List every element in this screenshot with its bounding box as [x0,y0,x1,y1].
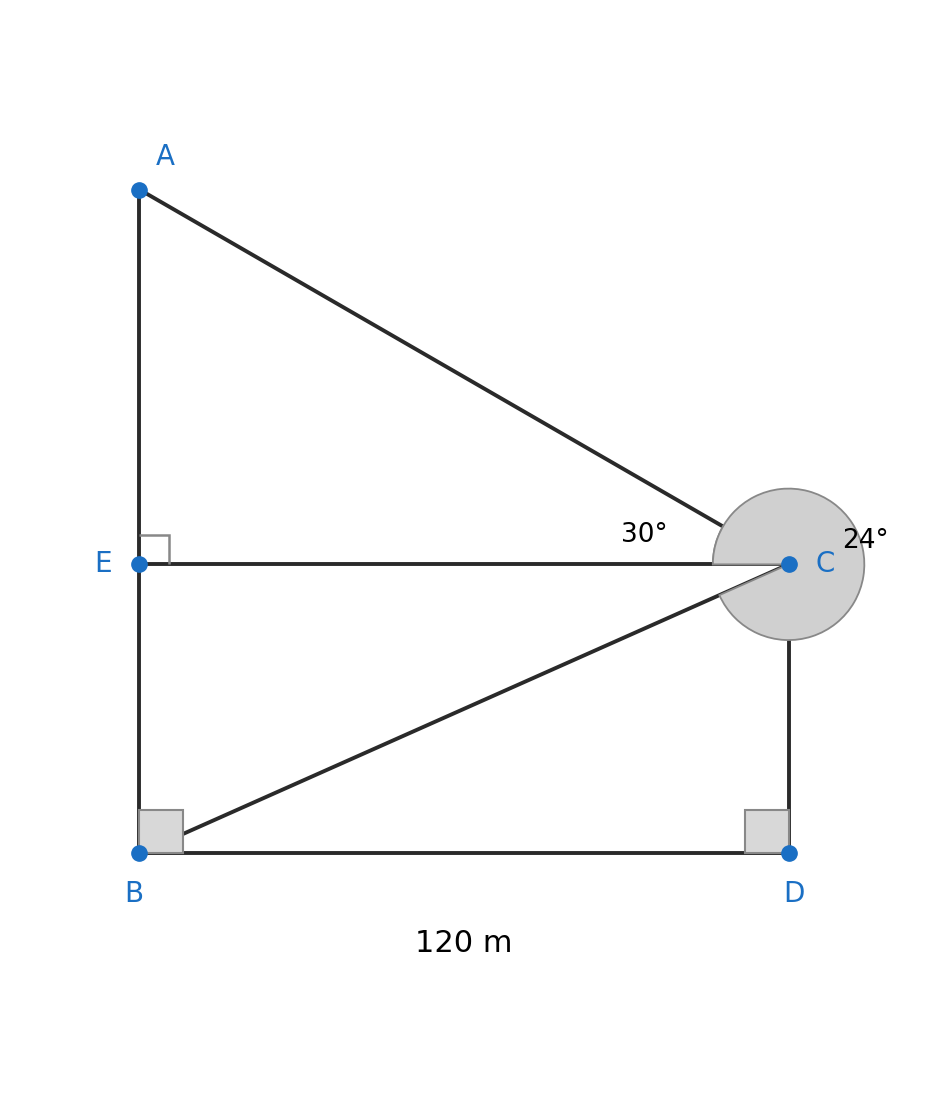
Text: C: C [815,551,834,578]
Text: A: A [156,143,174,171]
Polygon shape [744,810,788,853]
Wedge shape [712,527,788,564]
Text: E: E [95,551,112,578]
Text: B: B [124,881,144,908]
Text: 24°: 24° [842,528,888,554]
Polygon shape [139,810,183,853]
Text: 120 m: 120 m [414,929,513,958]
Text: 30°: 30° [621,522,667,547]
Text: D: D [782,881,804,908]
Wedge shape [712,488,863,640]
